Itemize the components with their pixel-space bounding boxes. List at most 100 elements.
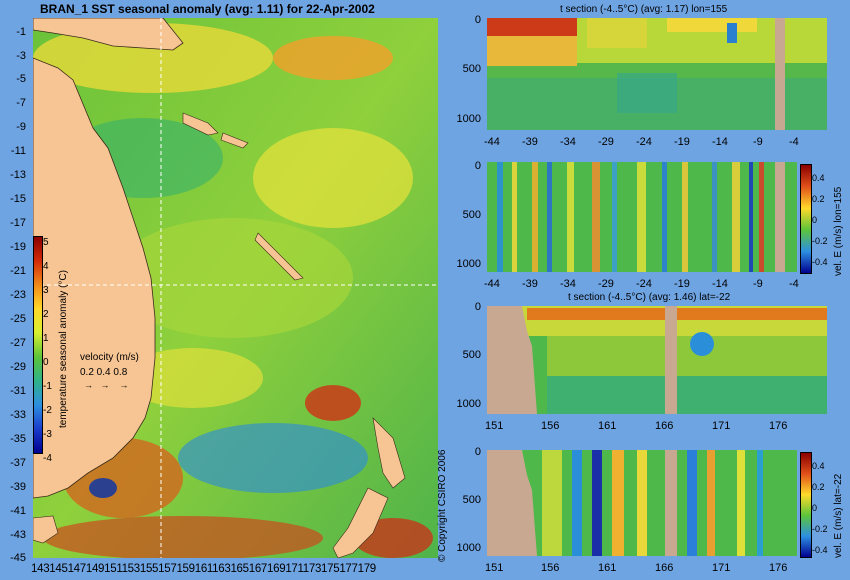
y-tick: 0: [474, 446, 481, 458]
x-tick: 171: [712, 420, 731, 432]
map-title: BRAN_1 SST seasonal anomaly (avg: 1.11) …: [40, 2, 375, 16]
cbar-tick: -0.4: [812, 257, 828, 267]
lat-tick: -33: [10, 409, 26, 421]
colorbar-tick: 2: [43, 309, 49, 320]
lat-tick: -37: [10, 457, 26, 469]
x-tick: -19: [674, 136, 690, 148]
y-tick: 500: [462, 63, 481, 75]
lat-tick: -35: [10, 433, 26, 445]
cbar-tick: 0.2: [812, 482, 825, 492]
cbar-tick: -0.2: [812, 524, 828, 534]
x-tick: -44: [484, 136, 500, 148]
x-tick: -14: [712, 136, 728, 148]
x-tick: -24: [636, 278, 652, 290]
y-tick: 1000: [456, 398, 481, 410]
lat-tick: -11: [10, 145, 26, 157]
x-tick: -4: [789, 136, 799, 148]
x-tick: 171: [712, 562, 731, 574]
velocity-legend-scale: 0.2 0.4 0.8: [80, 367, 128, 378]
map-lat-axis: -1 -3 -5 -7 -9 -11 -13 -15 -17 -19 -21 -…: [0, 18, 32, 564]
x-tick: -39: [522, 278, 538, 290]
x-tick: -14: [712, 278, 728, 290]
vel-colorbar-lat: [800, 452, 812, 558]
x-tick: 161: [598, 420, 617, 432]
lat-tick: -43: [10, 529, 26, 541]
x-tick: -4: [789, 278, 799, 290]
x-tick: 161: [598, 562, 617, 574]
x-tick: 151: [485, 420, 504, 432]
cbar-tick: -0.2: [812, 236, 828, 246]
lat-tick: -1: [16, 26, 26, 38]
colorbar-ticks: 5 4 3 2 1 0 -1 -2 -3 -4: [43, 231, 52, 471]
y-tick: 0: [474, 301, 481, 313]
x-tick: -24: [636, 136, 652, 148]
map-colorbar: [33, 236, 43, 454]
vel-colorbar-lon: [800, 164, 812, 274]
lat-tick: -3: [16, 50, 26, 62]
x-tick: 156: [541, 420, 560, 432]
x-tick: 156: [541, 562, 560, 574]
cbar-tick: 0: [812, 503, 818, 513]
x-tick: -34: [560, 136, 576, 148]
cbar-tick: -0.4: [812, 545, 828, 555]
colorbar-tick: -1: [43, 381, 52, 392]
cbar-tick: 0.4: [812, 173, 825, 183]
y-tick: 500: [462, 349, 481, 361]
cbar-tick: 0: [812, 215, 818, 225]
t-section-lon-plot: [487, 18, 827, 130]
lat-tick: -29: [10, 361, 26, 373]
lat-tick: -13: [10, 169, 26, 181]
x-tick: -9: [753, 278, 763, 290]
y-tick: 0: [474, 160, 481, 172]
x-tick: -34: [560, 278, 576, 290]
colorbar-tick: 5: [43, 237, 49, 248]
colorbar-tick: 0: [43, 357, 49, 368]
cbar-tick: 0.4: [812, 461, 825, 471]
lat-tick: -45: [10, 552, 26, 564]
lat-tick: -27: [10, 337, 26, 349]
lat-tick: -41: [10, 505, 26, 517]
x-tick: -9: [753, 136, 763, 148]
y-tick: 500: [462, 494, 481, 506]
lat-tick: -21: [10, 265, 26, 277]
lat-tick: -25: [10, 313, 26, 325]
vel-section-lon-plot: [487, 162, 797, 272]
x-tick: 151: [485, 562, 504, 574]
copyright: © Copyright CSIRO 2006: [437, 449, 448, 562]
x-tick: 166: [655, 562, 674, 574]
cbar-tick: 0.2: [812, 194, 825, 204]
y-tick: 500: [462, 209, 481, 221]
colorbar-tick: -3: [43, 429, 52, 440]
colorbar-tick: 3: [43, 285, 49, 296]
y-tick: 1000: [456, 542, 481, 554]
x-tick: -19: [674, 278, 690, 290]
y-tick: 1000: [456, 113, 481, 125]
lat-tick: -15: [10, 193, 26, 205]
colorbar-tick: -2: [43, 405, 52, 416]
colorbar-tick: -4: [43, 453, 52, 464]
y-tick: 1000: [456, 258, 481, 270]
panel-title-t-lon: t section (-4..5°C) (avg: 1.17) lon=155: [560, 4, 728, 15]
x-tick: 176: [769, 420, 788, 432]
vel-colorbar-ticks-1: 0.4 0.2 0 -0.2 -0.4: [812, 168, 828, 273]
lat-tick: -23: [10, 289, 26, 301]
lat-tick: -31: [10, 385, 26, 397]
x-tick: -44: [484, 278, 500, 290]
vel-colorbar-ticks-2: 0.4 0.2 0 -0.2 -0.4: [812, 456, 828, 561]
x-tick: -29: [598, 278, 614, 290]
lat-tick: -39: [10, 481, 26, 493]
lat-tick: -9: [16, 121, 26, 133]
panel-title-t-lat: t section (-4..5°C) (avg: 1.46) lat=-22: [568, 292, 731, 303]
lat-tick: -17: [10, 217, 26, 229]
lat-tick: -5: [16, 73, 26, 85]
colorbar-tick: 4: [43, 261, 49, 272]
x-tick: 176: [769, 562, 788, 574]
velocity-arrows: → → →: [84, 380, 129, 390]
colorbar-label: temperature seasonal anomaly (°C): [58, 270, 69, 428]
lat-tick: -7: [16, 97, 26, 109]
x-tick: -29: [598, 136, 614, 148]
vel-section-lat-plot: [487, 450, 797, 556]
x-tick: 166: [655, 420, 674, 432]
y-tick: 0: [474, 14, 481, 26]
t-section-lat-plot: [487, 306, 827, 414]
